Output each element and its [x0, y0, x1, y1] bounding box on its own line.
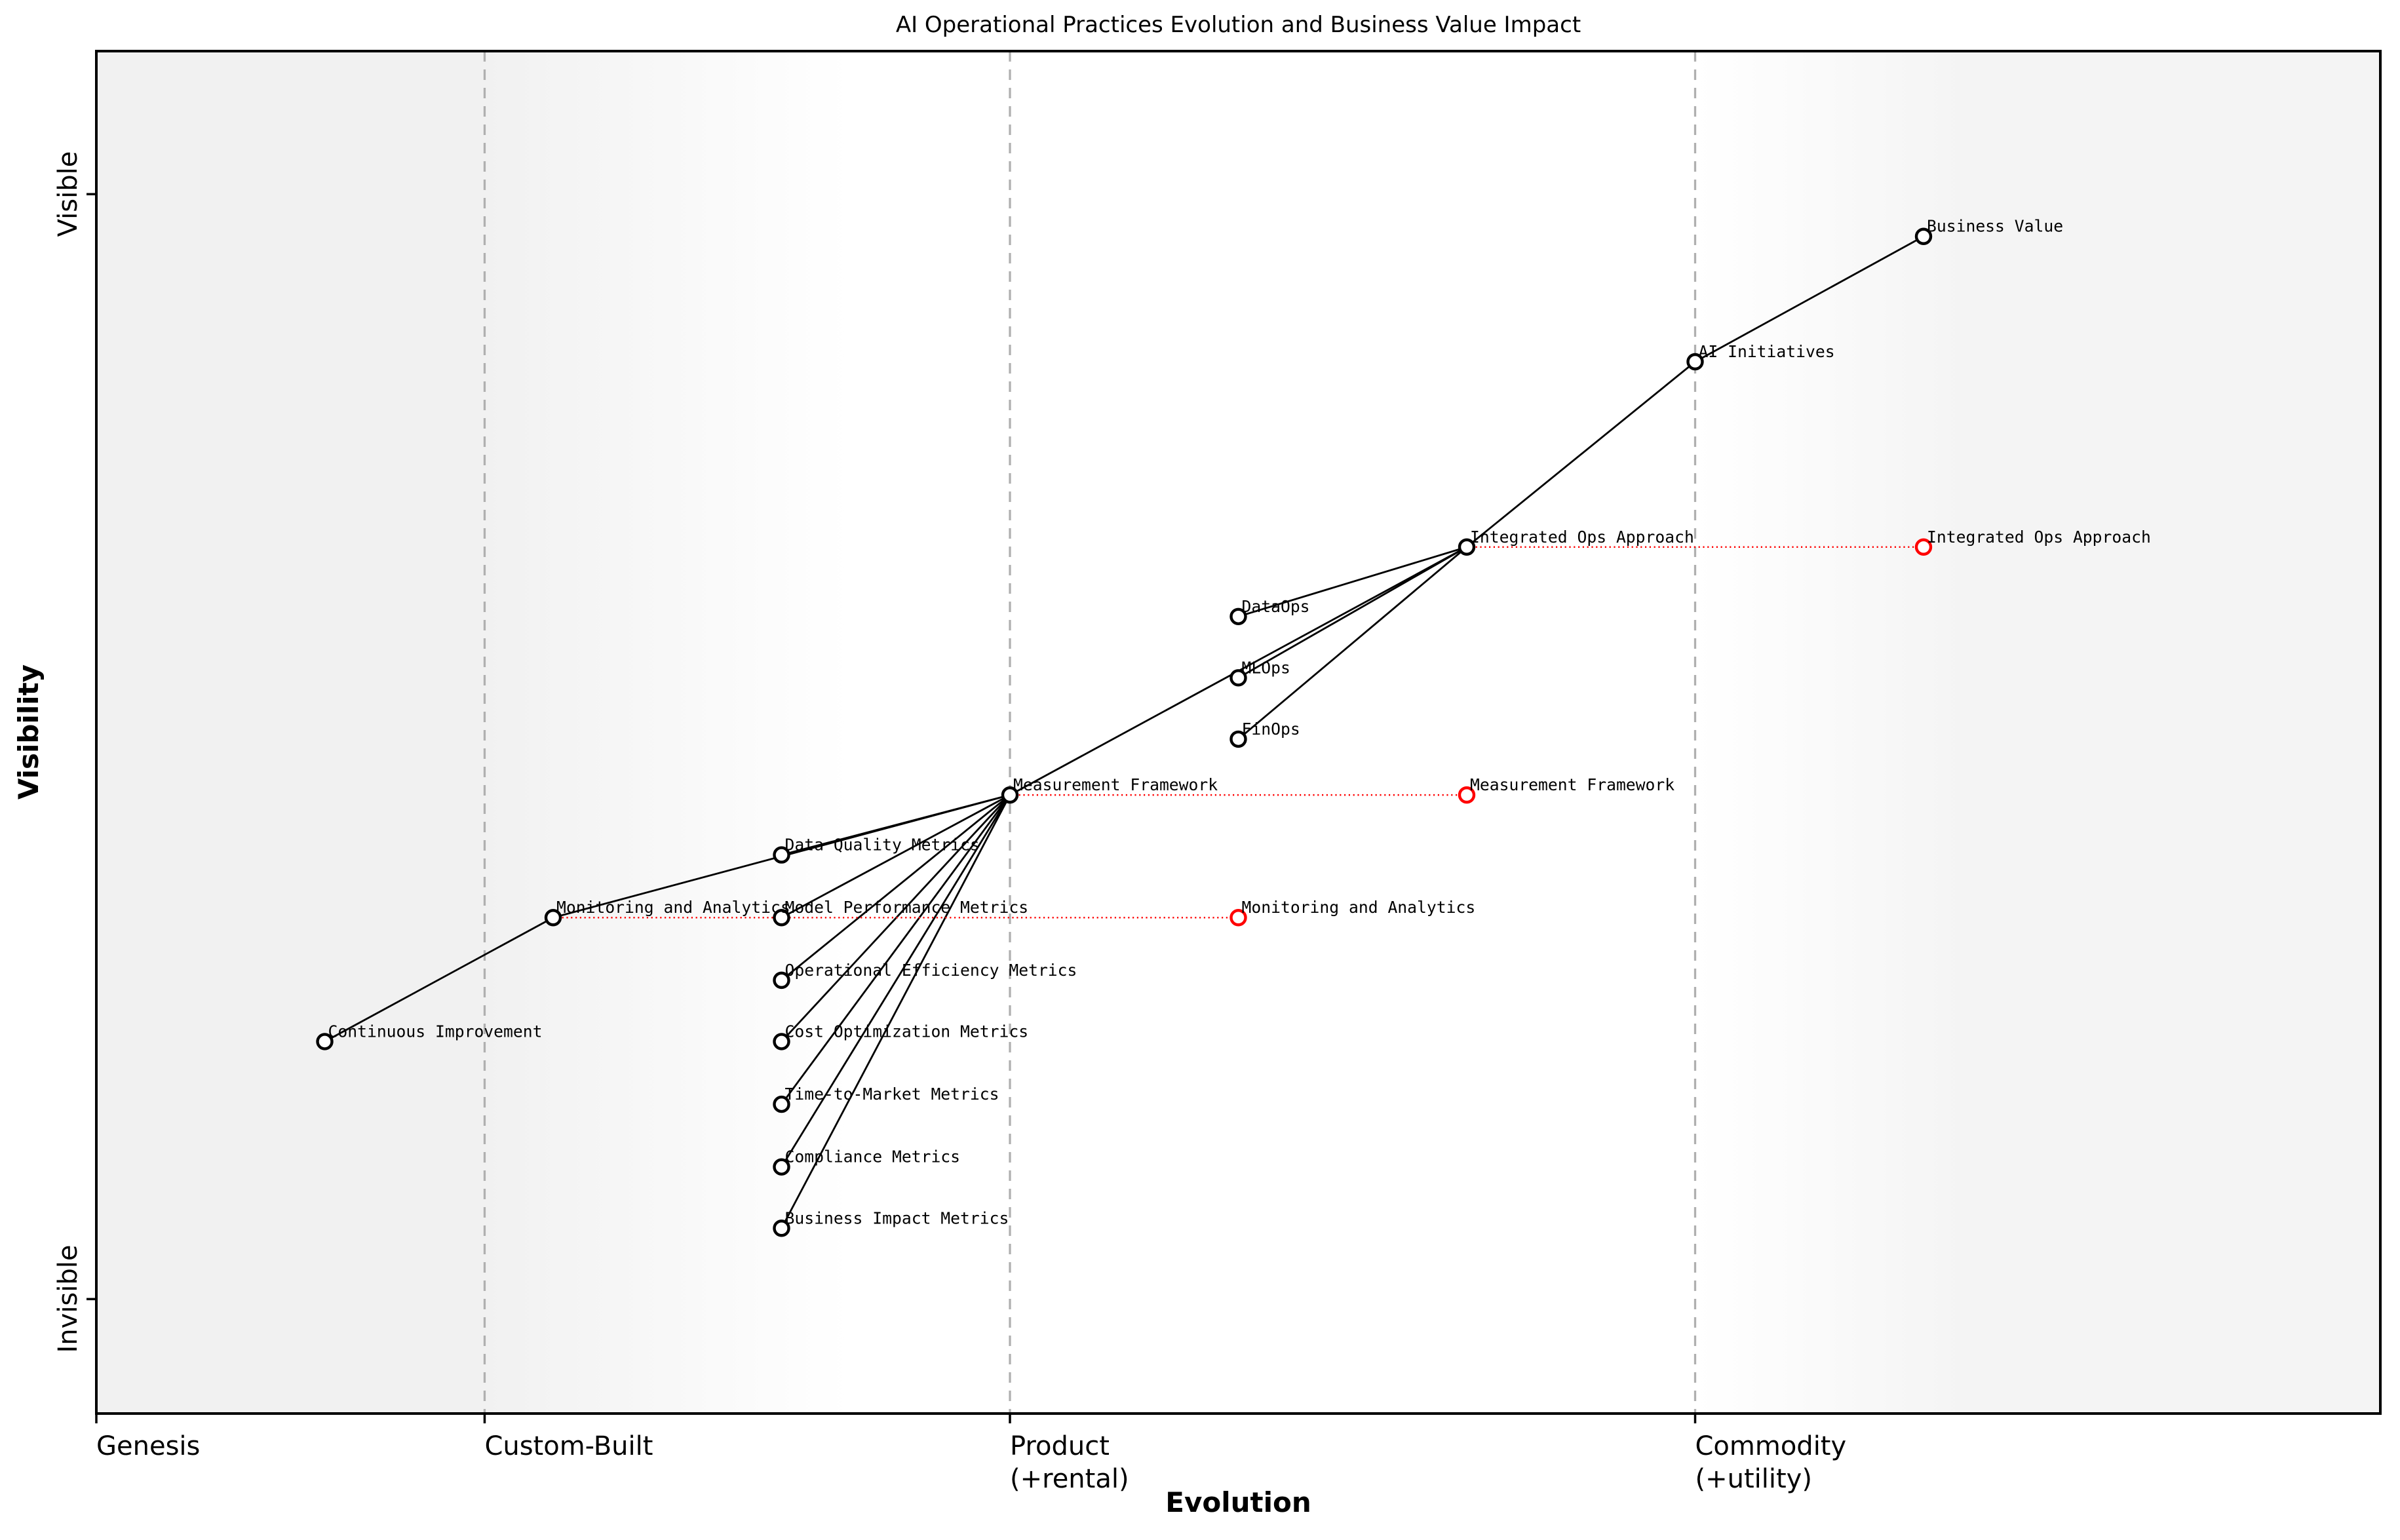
node-mlops [1229, 669, 1247, 687]
map-edge-measurement-framework--business-impact-metrics [781, 794, 1011, 1229]
node-label-compliance-metrics: Compliance Metrics [785, 1147, 961, 1166]
map-edge-measurement-framework--operational-efficiency-metrics [781, 794, 1011, 981]
map-edge-business-value--ai-initiatives [1694, 235, 1924, 363]
node-label-finops: FinOps [1242, 720, 1300, 739]
node-label-model-performance-metrics: Model Performance Metrics [785, 898, 1029, 917]
node-label-business-value: Business Value [1927, 217, 2063, 236]
evolved-node-measurement-framework [1458, 786, 1476, 804]
node-ai-initiatives [1686, 353, 1704, 371]
node-label-integrated-ops-approach: Integrated Ops Approach [1470, 528, 1694, 547]
map-edge-ai-initiatives--integrated-ops-approach [1466, 360, 1696, 548]
evolved-node-label-measurement-framework: Measurement Framework [1470, 775, 1674, 794]
node-label-mlops: MLOps [1242, 658, 1290, 677]
node-dataops [1229, 607, 1247, 625]
plot-border [95, 50, 2382, 1415]
x-tick-label-2: Product (+rental) [1010, 1431, 1129, 1494]
node-cost-optimization-metrics [773, 1033, 790, 1050]
map-edge-measurement-framework--cost-optimization-metrics [781, 794, 1011, 1043]
node-label-business-impact-metrics: Business Impact Metrics [785, 1208, 1009, 1227]
node-integrated-ops-approach [1458, 538, 1476, 556]
node-measurement-framework [1001, 786, 1019, 804]
node-monitoring-and-analytics [544, 909, 562, 927]
node-label-ai-initiatives: AI Initiatives [1699, 342, 1835, 361]
map-edge-integrated-ops-approach--mlops [1237, 546, 1467, 679]
node-data-quality-metrics [773, 846, 790, 864]
map-edge-measurement-framework--time-to-market-metrics [781, 794, 1011, 1105]
map-edge-integrated-ops-approach--dataops [1238, 546, 1467, 618]
evolved-node-label-monitoring-and-analytics: Monitoring and Analytics [1242, 898, 1476, 917]
y-tick-label-0: Visible [53, 151, 83, 237]
node-label-measurement-framework: Measurement Framework [1013, 775, 1218, 794]
node-model-performance-metrics [773, 909, 790, 927]
x-axis-title: Evolution [1165, 1486, 1311, 1518]
node-label-monitoring-and-analytics: Monitoring and Analytics [556, 898, 790, 917]
map-edge-integrated-ops-approach--finops [1237, 546, 1467, 740]
node-label-continuous-improvement: Continuous Improvement [328, 1022, 543, 1041]
y-axis-title: Visibility [12, 664, 45, 800]
x-tick-label-3: Commodity (+utility) [1695, 1431, 1847, 1494]
node-operational-efficiency-metrics [773, 971, 790, 990]
chart-title: AI Operational Practices Evolution and B… [895, 12, 1581, 38]
evolved-node-monitoring-and-analytics [1229, 909, 1247, 927]
node-continuous-improvement [316, 1033, 334, 1050]
x-tick-label-0: Genesis [96, 1431, 201, 1461]
node-business-value [1914, 227, 1933, 245]
map-edge-monitoring-and-analytics--continuous-improvement [324, 917, 554, 1043]
y-tick-label-1: Invisible [53, 1244, 83, 1353]
node-label-operational-efficiency-metrics: Operational Efficiency Metrics [785, 961, 1077, 980]
map-edge-measurement-framework--compliance-metrics [781, 794, 1011, 1168]
map-edge-measurement-framework--model-performance-metrics [781, 794, 1011, 919]
node-label-time-to-market-metrics: Time-to-Market Metrics [785, 1085, 999, 1104]
node-compliance-metrics [773, 1158, 790, 1176]
node-label-data-quality-metrics: Data Quality Metrics [785, 836, 980, 855]
node-finops [1229, 730, 1247, 748]
node-business-impact-metrics [773, 1220, 790, 1237]
node-time-to-market-metrics [773, 1095, 790, 1113]
node-label-dataops: DataOps [1242, 597, 1310, 616]
evolved-node-integrated-ops-approach [1914, 538, 1933, 556]
node-label-cost-optimization-metrics: Cost Optimization Metrics [785, 1022, 1029, 1041]
evolved-node-label-integrated-ops-approach: Integrated Ops Approach [1927, 528, 2151, 547]
x-tick-label-1: Custom-Built [484, 1431, 653, 1461]
